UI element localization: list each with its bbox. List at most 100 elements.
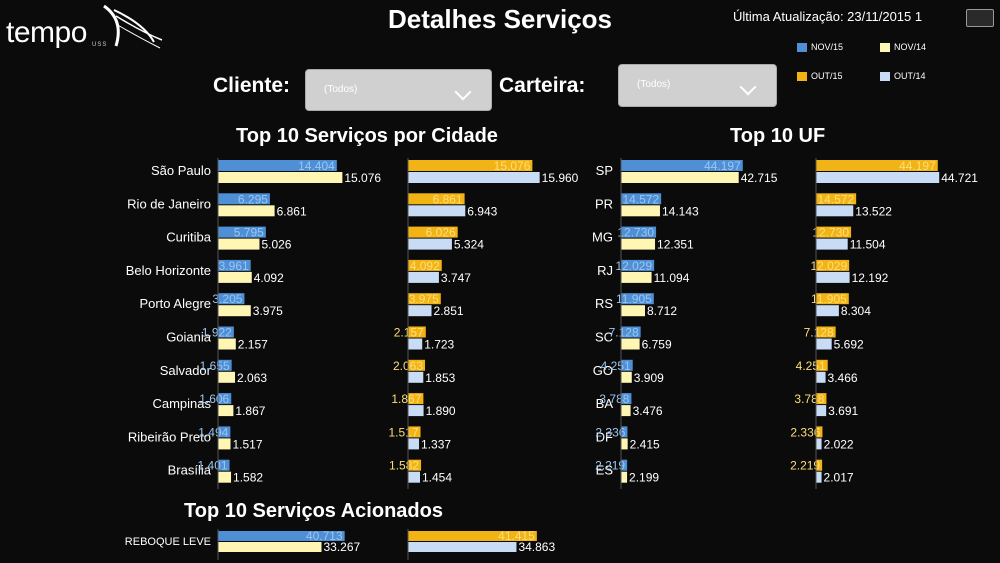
bar-nov14 xyxy=(621,371,632,383)
bar-nov14-label: 2.157 xyxy=(238,338,268,352)
category-label: Ribeirão Preto xyxy=(128,429,211,444)
category-label: BA xyxy=(596,396,614,411)
bar-out14-label: 2.017 xyxy=(824,471,854,485)
bar-nov14-label: 2.063 xyxy=(237,371,267,385)
bar-nov14 xyxy=(218,205,275,217)
bar-nov15-label: 2.336 xyxy=(595,425,625,439)
category-label: Salvador xyxy=(160,363,212,378)
bar-out15 xyxy=(816,393,827,405)
logo-subtext: USS xyxy=(92,42,108,48)
bar-nov15 xyxy=(218,160,337,171)
bar-nov15 xyxy=(621,193,662,205)
bar-nov14-label: 8.712 xyxy=(647,304,677,318)
carteira-dropdown[interactable]: (Todos) xyxy=(618,64,777,107)
cliente-dropdown[interactable]: (Todos) xyxy=(305,69,492,111)
bar-out15-label: 2.157 xyxy=(394,326,424,340)
bar-out14-label: 2.022 xyxy=(824,437,854,451)
bar-nov14-label: 12.351 xyxy=(657,238,694,252)
legend-swatch xyxy=(797,72,807,82)
bar-out15-label: 41.415 xyxy=(498,529,535,543)
bar-out14-label: 44.721 xyxy=(941,171,978,185)
category-label: MG xyxy=(592,230,613,245)
bar-nov14 xyxy=(218,405,234,417)
bar-nov15 xyxy=(218,393,232,405)
bar-nov15 xyxy=(621,326,641,338)
bar-out14-label: 1.454 xyxy=(422,471,452,485)
bar-nov14-label: 3.476 xyxy=(633,404,663,418)
bar-out15 xyxy=(408,459,422,471)
bar-out15 xyxy=(816,359,828,371)
legend-label: NOV/15 xyxy=(811,42,844,52)
bar-out14 xyxy=(816,438,822,450)
category-label: PR xyxy=(595,196,613,211)
bar-out14 xyxy=(408,172,540,183)
bar-nov15-label: 1.494 xyxy=(198,425,228,439)
bar-out15 xyxy=(816,193,857,205)
bar-out15 xyxy=(408,193,465,205)
bar-nov15-label: 14.404 xyxy=(298,159,335,173)
category-label: Porto Alegre xyxy=(139,296,211,311)
bar-out14 xyxy=(408,238,452,250)
bar-out14-label: 1.890 xyxy=(426,404,456,418)
bar-out15 xyxy=(408,531,537,541)
category-label: Curitiba xyxy=(166,230,212,245)
bar-out15-label: 44.197 xyxy=(899,159,936,173)
bar-nov15-label: 40.713 xyxy=(306,529,343,543)
bar-nov14 xyxy=(621,405,631,417)
chart-title-uf: Top 10 UF xyxy=(730,125,826,147)
bar-nov15-label: 2.219 xyxy=(595,459,625,473)
bar-nov14 xyxy=(621,438,628,450)
bar-out15-label: 11.905 xyxy=(811,292,847,306)
category-label: SP xyxy=(596,163,613,178)
chevron-down-icon xyxy=(739,78,757,96)
bar-out14 xyxy=(408,205,466,217)
bar-out15 xyxy=(816,160,938,171)
bar-nov15-label: 3.961 xyxy=(219,259,249,273)
bar-out14-label: 6.943 xyxy=(467,204,497,218)
bar-nov14 xyxy=(621,338,640,350)
bar-nov15 xyxy=(621,293,654,305)
bar-out14-label: 12.192 xyxy=(852,271,889,285)
bar-nov14 xyxy=(218,542,322,552)
bar-out15-label: 4.092 xyxy=(410,259,440,273)
bar-out14 xyxy=(408,371,424,383)
bar-nov15 xyxy=(218,293,245,305)
bar-out15 xyxy=(408,259,442,271)
bar-out15-label: 15.076 xyxy=(494,159,531,173)
bar-out15-label: 14.572 xyxy=(817,192,854,206)
bar-nov14 xyxy=(621,238,656,250)
bar-out15 xyxy=(816,426,823,438)
bar-nov14-label: 3.975 xyxy=(253,304,283,318)
expand-icon[interactable] xyxy=(966,9,994,27)
bar-out15 xyxy=(408,326,426,338)
category-label: Brasília xyxy=(168,463,212,478)
cliente-label: Cliente: xyxy=(213,74,291,97)
bar-nov14 xyxy=(218,305,251,317)
bar-out15-label: 3.975 xyxy=(409,292,439,306)
bar-nov14 xyxy=(218,271,252,283)
category-label: Rio de Janeiro xyxy=(127,196,211,211)
bar-nov14-label: 1.582 xyxy=(233,471,263,485)
carteira-label: Carteira: xyxy=(499,74,586,97)
bar-out14 xyxy=(816,305,839,317)
category-label: RJ xyxy=(597,263,613,278)
bar-nov14-label: 42.715 xyxy=(741,171,778,185)
bar-out14 xyxy=(816,338,832,350)
category-label: REBOQUE LEVE xyxy=(125,536,211,548)
bar-out14 xyxy=(408,338,423,350)
chevron-down-icon xyxy=(454,83,472,101)
bar-nov14 xyxy=(621,471,628,483)
bar-out14-label: 5.324 xyxy=(454,238,484,252)
bar-out14 xyxy=(408,305,432,317)
bar-out15 xyxy=(408,160,533,171)
cliente-dropdown-value: (Todos) xyxy=(324,84,358,95)
bar-out14 xyxy=(816,471,822,483)
legend-label: NOV/14 xyxy=(894,42,927,52)
bar-nov15-label: 12.029 xyxy=(615,259,652,273)
bar-out14 xyxy=(408,542,517,552)
bar-nov14 xyxy=(621,172,739,183)
bar-out15-label: 3.788 xyxy=(794,392,824,406)
bar-nov14-label: 2.415 xyxy=(630,437,660,451)
bar-nov14 xyxy=(218,338,236,350)
